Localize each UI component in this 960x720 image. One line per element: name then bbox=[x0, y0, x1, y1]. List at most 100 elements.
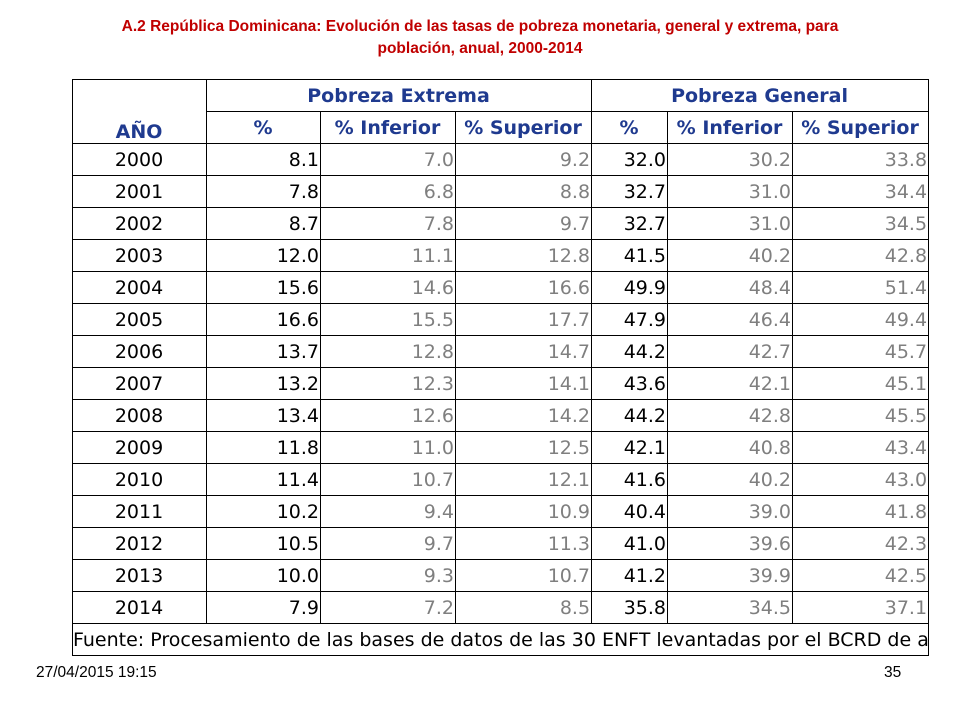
group-header-extreme-poverty: Pobreza Extrema bbox=[205, 79, 593, 112]
extreme-upper-cell: 14.1 bbox=[454, 367, 593, 400]
table-row: 2014 7.9 7.2 8.5 35.8 34.5 37.1 bbox=[72, 591, 930, 624]
general-upper-cell: 43.4 bbox=[792, 431, 930, 464]
general-pct-cell: 41.0 bbox=[591, 527, 669, 560]
extreme-lower-cell: 10.7 bbox=[320, 463, 456, 496]
extreme-lower-cell: 12.6 bbox=[320, 399, 456, 432]
extreme-pct-cell: 10.0 bbox=[206, 559, 321, 592]
year-cell: 2014 bbox=[72, 591, 207, 624]
extreme-upper-cell: 8.5 bbox=[454, 591, 593, 624]
general-lower-cell: 40.8 bbox=[667, 431, 794, 464]
table-row: 2007 13.2 12.3 14.1 43.6 42.1 45.1 bbox=[72, 367, 930, 400]
general-upper-cell: 42.8 bbox=[792, 239, 930, 272]
extreme-upper-cell: 8.8 bbox=[454, 175, 593, 208]
extreme-pct-cell: 13.7 bbox=[206, 335, 321, 368]
sub-header-extreme-upper: % Superior bbox=[454, 111, 593, 144]
table-row: 2008 13.4 12.6 14.2 44.2 42.8 45.5 bbox=[72, 399, 930, 432]
extreme-lower-cell: 11.1 bbox=[320, 239, 456, 272]
general-pct-cell: 42.1 bbox=[591, 431, 669, 464]
sub-header-row: % % Inferior % Superior % % Inferior % S… bbox=[73, 111, 930, 144]
slide-title-line-2: población, anual, 2000-2014 bbox=[377, 40, 583, 57]
year-cell: 2013 bbox=[72, 559, 207, 592]
sub-header-general-pct: % bbox=[591, 111, 669, 144]
sub-header-extreme-lower: % Inferior bbox=[320, 111, 456, 144]
slide-title: A.2 República Dominicana: Evolución de l… bbox=[40, 16, 920, 60]
extreme-upper-cell: 12.1 bbox=[454, 463, 593, 496]
year-cell: 2010 bbox=[72, 463, 207, 496]
general-upper-cell: 45.5 bbox=[792, 399, 930, 432]
extreme-upper-cell: 11.3 bbox=[454, 527, 593, 560]
general-lower-cell: 48.4 bbox=[667, 271, 794, 304]
extreme-pct-cell: 15.6 bbox=[206, 271, 321, 304]
sub-header-general-upper: % Superior bbox=[792, 111, 930, 144]
extreme-upper-cell: 16.6 bbox=[454, 271, 593, 304]
general-upper-cell: 43.0 bbox=[792, 463, 930, 496]
extreme-upper-cell: 9.7 bbox=[454, 207, 593, 240]
extreme-lower-cell: 9.7 bbox=[320, 527, 456, 560]
general-upper-cell: 42.3 bbox=[792, 527, 930, 560]
general-pct-cell: 44.2 bbox=[591, 399, 669, 432]
general-lower-cell: 31.0 bbox=[667, 207, 794, 240]
general-pct-cell: 35.8 bbox=[591, 591, 669, 624]
year-cell: 2004 bbox=[72, 271, 207, 304]
extreme-upper-cell: 12.8 bbox=[454, 239, 593, 272]
extreme-pct-cell: 11.4 bbox=[206, 463, 321, 496]
year-cell: 2012 bbox=[72, 527, 207, 560]
extreme-lower-cell: 12.3 bbox=[320, 367, 456, 400]
extreme-pct-cell: 11.8 bbox=[206, 431, 321, 464]
general-pct-cell: 47.9 bbox=[591, 303, 669, 336]
extreme-upper-cell: 10.9 bbox=[454, 495, 593, 528]
extreme-upper-cell: 9.2 bbox=[454, 143, 593, 176]
extreme-pct-cell: 16.6 bbox=[206, 303, 321, 336]
extreme-pct-cell: 7.8 bbox=[206, 175, 321, 208]
table-row: 2012 10.5 9.7 11.3 41.0 39.6 42.3 bbox=[72, 527, 930, 560]
poverty-rates-table: AÑO Pobreza Extrema Pobreza General % % … bbox=[71, 79, 930, 656]
table-row: 2005 16.6 15.5 17.7 47.9 46.4 49.4 bbox=[72, 303, 930, 336]
general-pct-cell: 44.2 bbox=[591, 335, 669, 368]
general-upper-cell: 33.8 bbox=[792, 143, 930, 176]
table-row: 2010 11.4 10.7 12.1 41.6 40.2 43.0 bbox=[72, 463, 930, 496]
year-cell: 2000 bbox=[72, 143, 207, 176]
extreme-pct-cell: 12.0 bbox=[206, 239, 321, 272]
extreme-lower-cell: 9.3 bbox=[320, 559, 456, 592]
general-upper-cell: 34.4 bbox=[792, 175, 930, 208]
table-row: 2000 8.1 7.0 9.2 32.0 30.2 33.8 bbox=[72, 143, 930, 176]
source-note: Fuente: Procesamiento de las bases de da… bbox=[71, 623, 930, 656]
group-header-general-poverty: Pobreza General bbox=[591, 79, 930, 112]
year-cell: 2005 bbox=[72, 303, 207, 336]
table-row: 2013 10.0 9.3 10.7 41.2 39.9 42.5 bbox=[72, 559, 930, 592]
extreme-lower-cell: 14.6 bbox=[320, 271, 456, 304]
general-lower-cell: 46.4 bbox=[667, 303, 794, 336]
general-upper-cell: 42.5 bbox=[792, 559, 930, 592]
table-row: 2001 7.8 6.8 8.8 32.7 31.0 34.4 bbox=[72, 175, 930, 208]
group-header-row: AÑO Pobreza Extrema Pobreza General bbox=[72, 79, 930, 144]
year-cell: 2002 bbox=[72, 207, 207, 240]
general-pct-cell: 32.0 bbox=[591, 143, 669, 176]
year-cell: 2001 bbox=[72, 175, 207, 208]
year-cell: 2011 bbox=[72, 495, 207, 528]
source-row: Fuente: Procesamiento de las bases de da… bbox=[71, 623, 930, 656]
general-upper-cell: 49.4 bbox=[792, 303, 930, 336]
extreme-lower-cell: 6.8 bbox=[320, 175, 456, 208]
general-lower-cell: 30.2 bbox=[667, 143, 794, 176]
general-upper-cell: 45.1 bbox=[792, 367, 930, 400]
extreme-pct-cell: 7.9 bbox=[206, 591, 321, 624]
general-pct-cell: 41.5 bbox=[591, 239, 669, 272]
general-lower-cell: 39.9 bbox=[667, 559, 794, 592]
general-lower-cell: 34.5 bbox=[667, 591, 794, 624]
extreme-lower-cell: 12.8 bbox=[320, 335, 456, 368]
general-pct-cell: 32.7 bbox=[591, 175, 669, 208]
general-lower-cell: 40.2 bbox=[667, 239, 794, 272]
extreme-pct-cell: 8.7 bbox=[206, 207, 321, 240]
extreme-upper-cell: 10.7 bbox=[454, 559, 593, 592]
year-cell: 2008 bbox=[72, 399, 207, 432]
general-lower-cell: 42.7 bbox=[667, 335, 794, 368]
general-pct-cell: 41.6 bbox=[591, 463, 669, 496]
general-upper-cell: 41.8 bbox=[792, 495, 930, 528]
general-pct-cell: 40.4 bbox=[591, 495, 669, 528]
table-row: 2006 13.7 12.8 14.7 44.2 42.7 45.7 bbox=[72, 335, 930, 368]
extreme-lower-cell: 7.0 bbox=[320, 143, 456, 176]
extreme-upper-cell: 14.2 bbox=[454, 399, 593, 432]
year-cell: 2009 bbox=[72, 431, 207, 464]
extreme-lower-cell: 7.2 bbox=[320, 591, 456, 624]
general-upper-cell: 51.4 bbox=[792, 271, 930, 304]
